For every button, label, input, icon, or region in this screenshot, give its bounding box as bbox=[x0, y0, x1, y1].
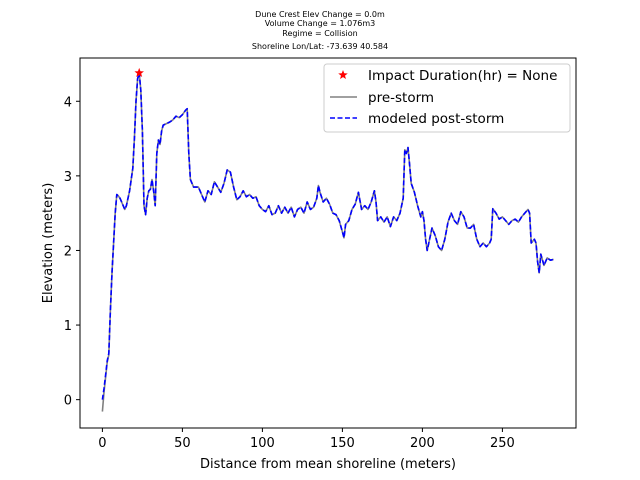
axes-frame bbox=[79, 57, 577, 429]
x-axis: 0 50 100 150 200 250 bbox=[98, 428, 515, 451]
y-axis: 0 1 2 3 4 bbox=[64, 95, 80, 409]
legend-label-post-storm: modeled post-storm bbox=[368, 111, 504, 127]
impact-star-marker bbox=[134, 67, 144, 77]
chart-title: Dune Crest Elev Change = 0.0m Volume Cha… bbox=[252, 10, 388, 51]
legend-box bbox=[323, 63, 571, 133]
legend-label-impact-duration: Impact Duration(hr) = None bbox=[368, 68, 557, 84]
legend: Impact Duration(hr) = None pre-storm mod… bbox=[323, 63, 571, 133]
title-line-3: Regime = Collision bbox=[282, 29, 357, 38]
red-star-icon bbox=[338, 70, 348, 80]
x-tick-label: 50 bbox=[174, 436, 191, 451]
x-tick-label: 150 bbox=[330, 436, 355, 451]
x-tick-label: 100 bbox=[250, 436, 275, 451]
y-tick-label: 4 bbox=[64, 95, 72, 110]
legend-item-pre-storm: pre-storm bbox=[330, 90, 434, 106]
legend-item-post-storm: modeled post-storm bbox=[330, 111, 504, 127]
y-tick-label: 3 bbox=[64, 170, 72, 185]
series-line-modeled-post-storm bbox=[101, 72, 554, 400]
title-line-1: Dune Crest Elev Change = 0.0m bbox=[255, 10, 385, 19]
x-tick-label: 0 bbox=[98, 436, 106, 451]
plot-area bbox=[101, 67, 554, 412]
y-tick-label: 0 bbox=[64, 394, 72, 409]
x-tick-label: 250 bbox=[490, 436, 515, 451]
y-tick-label: 1 bbox=[64, 319, 72, 334]
legend-item-impact-duration: Impact Duration(hr) = None bbox=[338, 68, 557, 84]
legend-label-pre-storm: pre-storm bbox=[368, 90, 434, 106]
y-tick-label: 2 bbox=[64, 244, 72, 259]
y-axis-label: Elevation (meters) bbox=[41, 183, 56, 304]
title-line-2: Volume Change = 1.076m3 bbox=[265, 19, 376, 28]
x-tick-label: 200 bbox=[410, 436, 435, 451]
title-line-4: Shoreline Lon/Lat: -73.639 40.584 bbox=[252, 42, 388, 51]
x-axis-label: Distance from mean shoreline (meters) bbox=[200, 457, 456, 472]
